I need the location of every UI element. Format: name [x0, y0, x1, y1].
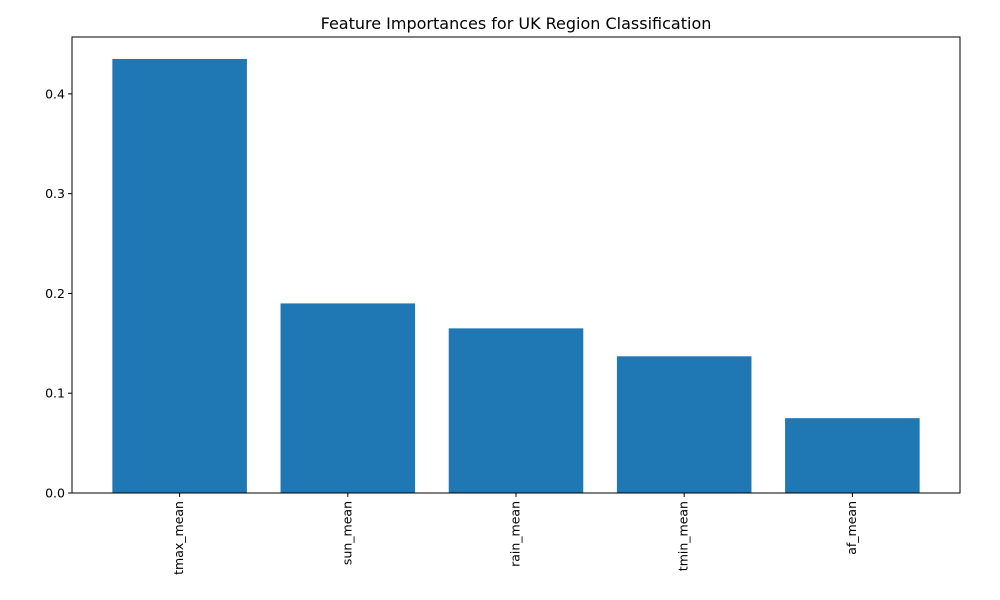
bar-rain_mean: [448, 328, 584, 493]
y-tick-label: 0.2: [45, 286, 65, 301]
chart-title: Feature Importances for UK Region Classi…: [321, 14, 712, 33]
y-tick-label: 0.3: [45, 186, 65, 201]
x-tick-label-tmin_mean: tmin_mean: [676, 501, 691, 571]
y-tick-label: 0.1: [45, 386, 65, 401]
x-axis: tmax_mean sun_mean rain_mean tmin_mean af_me…: [171, 493, 859, 575]
bar-tmin_mean: [616, 356, 752, 493]
x-tick-label-sun_mean: sun_mean: [339, 501, 354, 565]
y-tick-label: 0.4: [45, 86, 65, 101]
bars-group: [112, 58, 920, 494]
plot-frame: [71, 36, 961, 494]
x-tick-label-rain_mean: rain_mean: [508, 501, 523, 567]
x-tick-label-tmax_mean: tmax_mean: [171, 501, 186, 575]
bar-af_mean: [785, 418, 920, 493]
x-tick-label-af_mean: af_mean: [844, 501, 859, 555]
bar-tmax_mean: [112, 58, 247, 494]
y-axis: 0.0 0.1 0.2 0.3 0.4: [45, 86, 72, 501]
bar-sun_mean: [280, 303, 416, 493]
y-tick-label: 0.0: [45, 486, 65, 501]
